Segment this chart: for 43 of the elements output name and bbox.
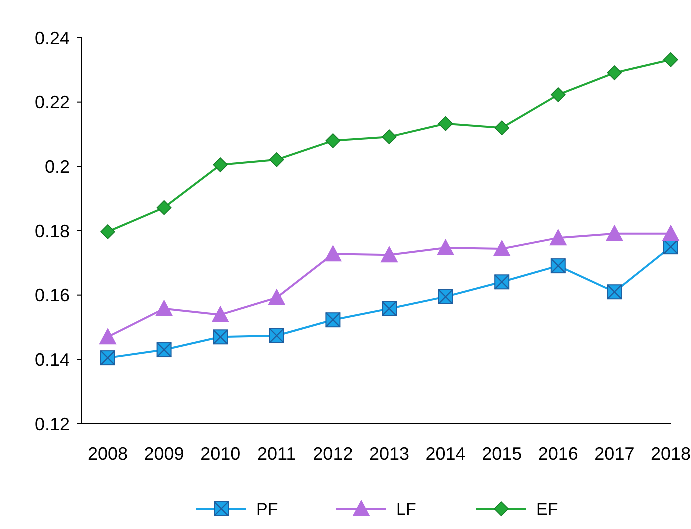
point [494,240,511,257]
legend-label: LF [396,500,416,519]
x-tick-label: 2008 [88,444,128,464]
point [381,246,398,263]
point [100,328,116,345]
y-tick-label: 0.24 [34,28,70,48]
legend-label: PF [256,500,278,519]
point [324,246,342,262]
x-tick-label: 2011 [258,444,296,464]
point [606,225,624,242]
y-tick-label: 0.22 [34,92,70,113]
x-tick-label: 2015 [482,444,522,464]
legend-label: EF [536,500,558,519]
point [382,130,397,144]
x-tick-label: 2013 [369,444,410,464]
x-tick-label: 2012 [313,444,354,464]
point [550,230,567,246]
x-tick-label: 2009 [144,444,184,464]
x-tick-label: 2010 [200,444,241,464]
point [607,66,622,80]
point [551,88,566,102]
x-tick-label: 2017 [594,444,635,464]
x-tick-label: 2014 [426,444,466,464]
y-tick-label: 0.2 [44,156,70,177]
point [270,152,284,168]
y-tick-label: 0.12 [34,414,70,434]
point [100,224,116,240]
point [156,300,173,316]
point [268,289,286,306]
y-tick-label: 0.18 [34,221,70,242]
x-tick-label: 2016 [538,444,578,464]
y-tick-label: 0.16 [34,286,70,306]
point [212,306,230,322]
point [662,225,680,242]
point [156,200,172,216]
point [438,116,454,132]
point [213,158,228,172]
point [437,240,454,256]
point [664,52,678,68]
x-tick-label: 2018 [650,444,691,464]
point [494,120,510,136]
point [326,134,341,148]
y-tick-label: 0.14 [34,350,70,370]
